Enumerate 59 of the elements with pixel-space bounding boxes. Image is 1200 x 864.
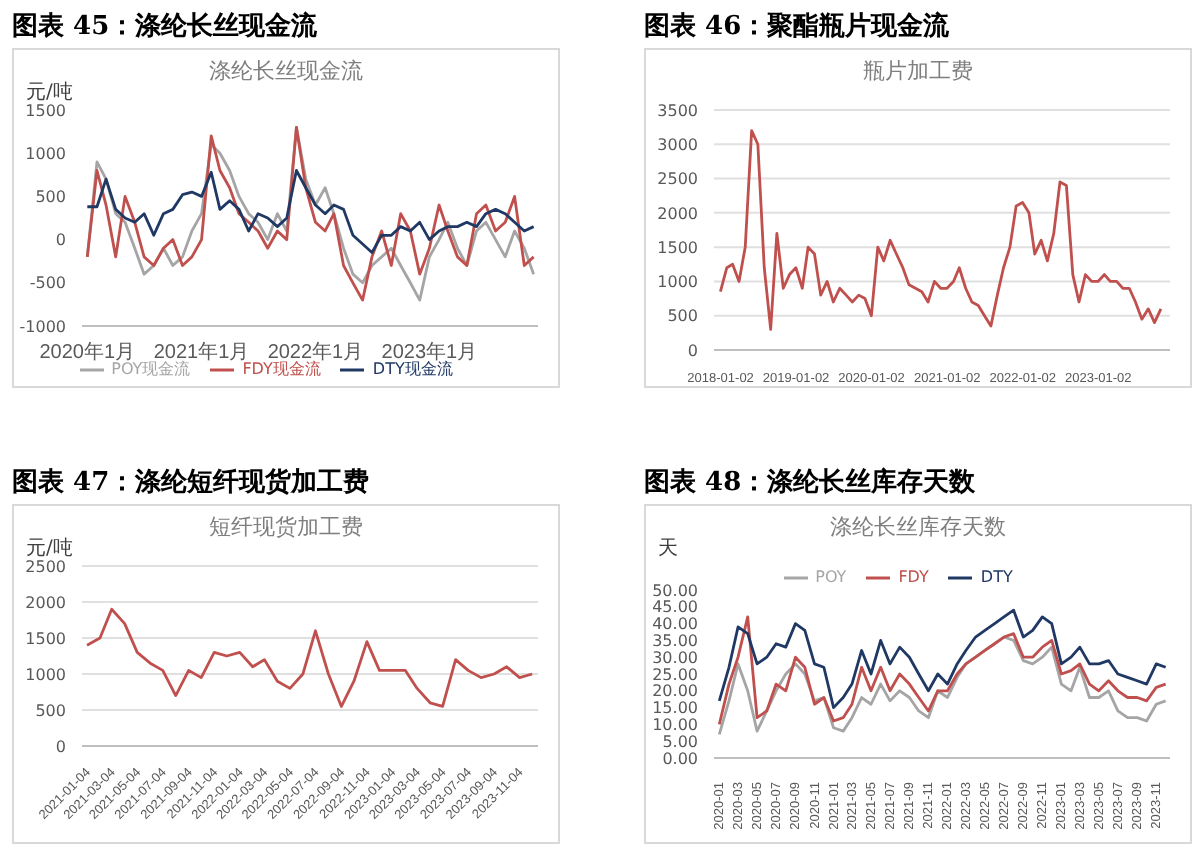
y-tick-label: 500 <box>35 188 66 207</box>
y-tick-label: 0 <box>55 231 66 250</box>
legend-label: FDY现金流 <box>242 360 321 379</box>
y-tick-label: 3500 <box>657 101 698 120</box>
y-tick-label: 1500 <box>25 101 66 120</box>
y-tick-label: 40.00 <box>652 615 698 634</box>
y-tick-label: 0 <box>55 737 66 756</box>
y-tick-label: 1500 <box>25 629 66 648</box>
y-tick-label: 500 <box>35 701 66 720</box>
chart-subtitle: 短纤现货加工费 <box>209 514 363 540</box>
legend-label: DTY现金流 <box>372 360 453 379</box>
line-series <box>717 635 1168 736</box>
y-tick-label: 3000 <box>657 135 698 154</box>
x-tick-label: 2021年1月 <box>153 340 250 364</box>
line-series <box>85 169 536 254</box>
chart-title: 图表 47：涤纶短纤现货加工费 <box>12 466 372 502</box>
y-tick-label: 500 <box>667 307 698 326</box>
y-tick-label: 30.00 <box>652 648 698 667</box>
y-tick-label: 2500 <box>25 557 66 576</box>
legend-label: POY <box>815 568 847 587</box>
y-tick-label: 35.00 <box>652 632 698 651</box>
line-series <box>85 607 534 708</box>
legend-label: DTY <box>980 568 1013 587</box>
chart-subtitle: 涤纶长丝现金流 <box>209 58 363 84</box>
line-series <box>717 615 1168 726</box>
legend-label: POY现金流 <box>111 360 191 379</box>
y-axis-title: 元/吨 <box>26 79 73 104</box>
line-series <box>85 125 536 302</box>
y-tick-label: 1000 <box>25 665 66 684</box>
y-tick-label: 1000 <box>657 273 698 292</box>
y-tick-label: 25.00 <box>652 665 698 684</box>
chart-title: 图表 45：涤纶长丝现金流 <box>12 9 320 46</box>
chart-title: 图表 48：涤纶长丝库存天数 <box>644 465 978 502</box>
y-tick-label: -500 <box>29 274 66 293</box>
y-tick-label: 0 <box>687 341 698 360</box>
y-tick-label: 2500 <box>657 170 698 189</box>
chart-title: 图表 46：聚酯瓶片现金流 <box>644 9 952 46</box>
line-series <box>719 129 1163 331</box>
chart-subtitle: 瓶片加工费 <box>861 56 975 86</box>
y-axis-title: 元/吨 <box>26 535 73 560</box>
y-tick-label: 1500 <box>657 238 698 257</box>
y-tick-label: 1000 <box>25 144 66 163</box>
x-tick-label: 2022年1月 <box>267 340 364 364</box>
x-tick-label: 2020年1月 <box>39 340 136 364</box>
line-series <box>717 608 1168 709</box>
legend-label: FDY <box>898 568 929 587</box>
y-tick-label: -1000 <box>19 317 66 336</box>
y-tick-label: 15.00 <box>652 699 698 718</box>
y-tick-label: 20.00 <box>652 682 698 701</box>
y-tick-label: 0.00 <box>662 749 698 768</box>
y-tick-label: 45.00 <box>652 598 698 617</box>
y-tick-label: 2000 <box>657 204 698 223</box>
x-tick-label: 2023年1月 <box>381 340 478 364</box>
y-tick-label: 50.00 <box>652 581 698 600</box>
y-tick-label: 10.00 <box>652 716 698 735</box>
y-tick-label: 5.00 <box>662 732 698 751</box>
y-axis-title: 天 <box>658 536 678 562</box>
chart-subtitle: 涤纶长丝库存天数 <box>830 514 1006 540</box>
y-tick-label: 2000 <box>25 593 66 612</box>
